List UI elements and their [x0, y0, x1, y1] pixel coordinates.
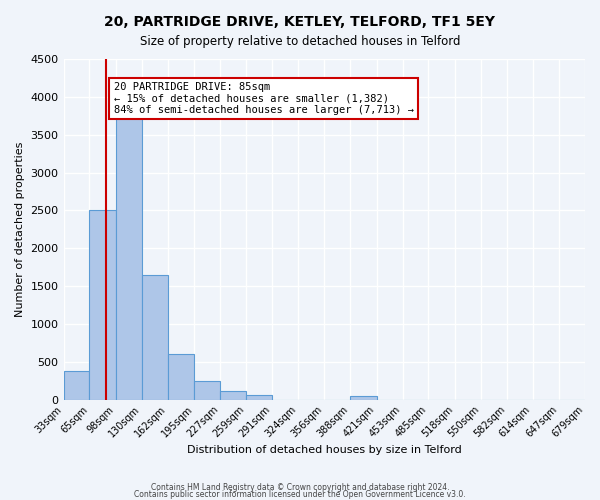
- Y-axis label: Number of detached properties: Number of detached properties: [15, 142, 25, 317]
- Bar: [142, 276, 167, 400]
- Bar: [167, 354, 194, 400]
- Bar: [194, 380, 220, 400]
- X-axis label: Distribution of detached houses by size in Telford: Distribution of detached houses by size …: [187, 445, 461, 455]
- Bar: [116, 116, 142, 400]
- Text: Contains public sector information licensed under the Open Government Licence v3: Contains public sector information licen…: [134, 490, 466, 499]
- Text: 20, PARTRIDGE DRIVE, KETLEY, TELFORD, TF1 5EY: 20, PARTRIDGE DRIVE, KETLEY, TELFORD, TF…: [104, 15, 496, 29]
- Text: 20 PARTRIDGE DRIVE: 85sqm
← 15% of detached houses are smaller (1,382)
84% of se: 20 PARTRIDGE DRIVE: 85sqm ← 15% of detac…: [113, 82, 413, 115]
- Bar: [89, 210, 116, 400]
- Bar: [246, 395, 272, 400]
- Bar: [64, 371, 89, 400]
- Text: Size of property relative to detached houses in Telford: Size of property relative to detached ho…: [140, 35, 460, 48]
- Bar: [220, 392, 246, 400]
- Bar: [350, 396, 377, 400]
- Text: Contains HM Land Registry data © Crown copyright and database right 2024.: Contains HM Land Registry data © Crown c…: [151, 484, 449, 492]
